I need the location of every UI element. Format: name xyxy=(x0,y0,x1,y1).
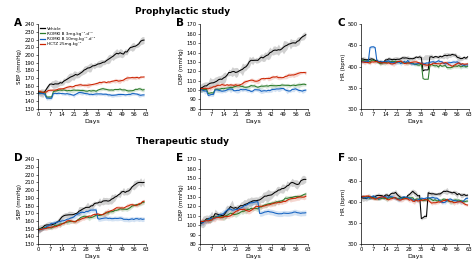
X-axis label: Days: Days xyxy=(246,254,262,259)
Y-axis label: SBP (mmHg): SBP (mmHg) xyxy=(17,184,22,219)
X-axis label: Days: Days xyxy=(84,119,100,124)
Legend: Vehicle, ROMKI B 3mg.kg⁻¹.d⁻¹, ROMKI B 10mg.kg⁻¹.d⁻¹, HCTZ 25mg.kg⁻¹: Vehicle, ROMKI B 3mg.kg⁻¹.d⁻¹, ROMKI B 1… xyxy=(40,27,95,46)
X-axis label: Days: Days xyxy=(408,254,423,259)
Text: E: E xyxy=(176,153,183,163)
Y-axis label: HR (bpm): HR (bpm) xyxy=(341,53,346,80)
Y-axis label: DBP (mmHg): DBP (mmHg) xyxy=(179,49,184,85)
Y-axis label: SBP (mmHg): SBP (mmHg) xyxy=(17,49,22,84)
Text: B: B xyxy=(176,18,184,28)
X-axis label: Days: Days xyxy=(408,119,423,124)
Text: D: D xyxy=(14,153,23,163)
Text: Therapeutic study: Therapeutic study xyxy=(136,137,229,146)
Y-axis label: DBP (mmHg): DBP (mmHg) xyxy=(179,184,184,220)
X-axis label: Days: Days xyxy=(246,119,262,124)
Y-axis label: HR (bpm): HR (bpm) xyxy=(341,189,346,215)
Text: F: F xyxy=(337,153,345,163)
Text: C: C xyxy=(337,18,346,28)
Text: A: A xyxy=(14,18,22,28)
Text: Prophylactic study: Prophylactic study xyxy=(135,7,230,16)
X-axis label: Days: Days xyxy=(84,254,100,259)
